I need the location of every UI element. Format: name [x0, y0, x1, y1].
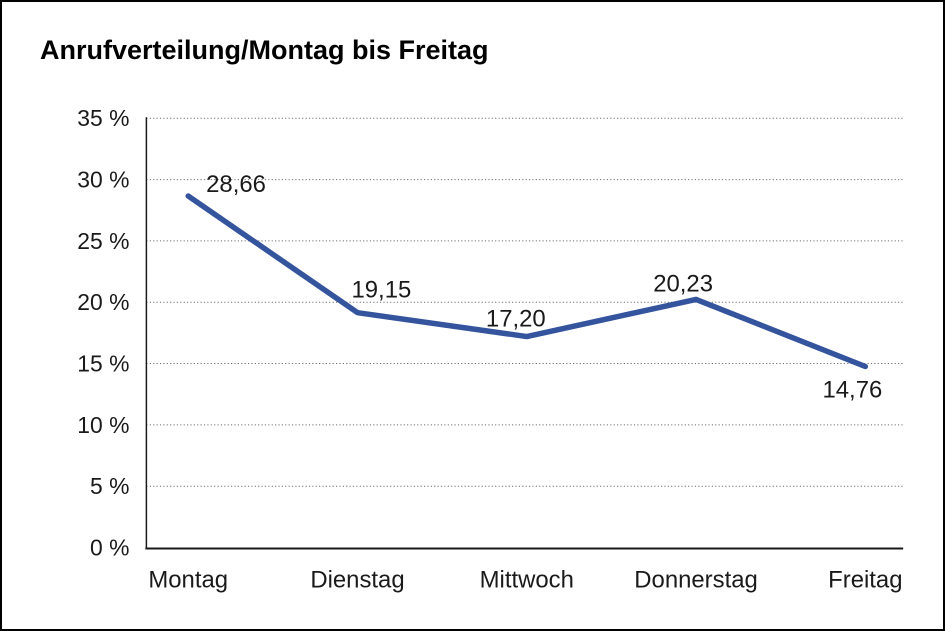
data-point-label: 14,76	[822, 376, 882, 403]
y-tick-label: 15 %	[77, 351, 129, 377]
y-tick-label: 10 %	[77, 412, 129, 438]
data-point-label: 20,23	[653, 270, 713, 297]
data-point-label: 28,66	[206, 171, 266, 198]
data-point-label: 19,15	[351, 277, 411, 304]
x-tick-label: Donnerstag	[634, 566, 757, 593]
y-tick-label: 30 %	[77, 167, 129, 193]
x-tick-label: Dienstag	[310, 566, 404, 593]
x-tick-label: Mittwoch	[480, 566, 574, 593]
data-point-label: 17,20	[486, 306, 546, 333]
chart-title: Anrufverteilung/Montag bis Freitag	[40, 35, 489, 65]
y-tick-label: 0 %	[90, 534, 129, 560]
y-tick-label: 25 %	[77, 228, 129, 254]
x-tick-label: Freitag	[828, 566, 902, 593]
y-tick-label: 20 %	[77, 289, 129, 315]
y-tick-label: 5 %	[90, 473, 129, 499]
x-tick-label: Montag	[148, 566, 228, 593]
y-tick-label: 35 %	[77, 105, 129, 131]
data-line	[185, 193, 869, 370]
